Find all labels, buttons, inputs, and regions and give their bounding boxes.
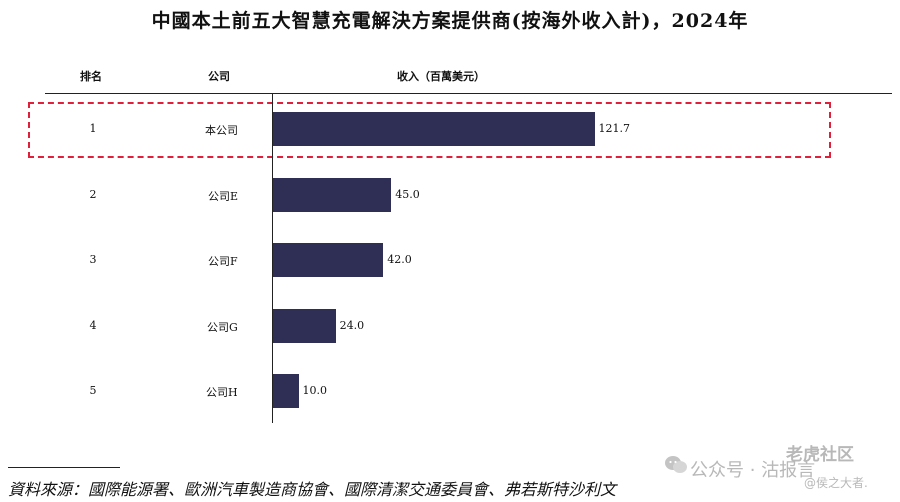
bar	[272, 243, 384, 277]
data-label: 121.7	[598, 122, 631, 135]
data-label: 24.0	[339, 319, 365, 332]
data-label: 10.0	[302, 384, 328, 397]
rank-label: 4	[89, 319, 97, 332]
highlight-box	[28, 102, 831, 158]
header-rank: 排名	[80, 70, 102, 83]
category-label: 公司G	[207, 321, 238, 334]
bar	[272, 112, 595, 146]
category-label: 公司H	[206, 386, 238, 399]
rank-label: 2	[89, 188, 97, 201]
rank-label: 5	[89, 384, 97, 397]
category-label: 公司F	[208, 255, 238, 268]
category-label: 本公司	[205, 124, 238, 137]
bar	[272, 309, 336, 343]
watermark-account: 公众号 · 沽报言	[690, 460, 816, 481]
category-label: 公司E	[208, 190, 239, 203]
header-divider	[45, 93, 892, 94]
header-revenue: 收入（百萬美元）	[397, 70, 485, 83]
data-label: 45.0	[395, 188, 420, 201]
data-label: 42.0	[387, 253, 412, 266]
bar	[272, 178, 392, 212]
y-axis-line	[272, 93, 273, 423]
watermark: 老虎社区 公众号 · 沽报言 @侯之大者.	[664, 440, 894, 496]
source-note: 資料來源：國際能源署、歐洲汽車製造商協會、國際清潔交通委員會、弗若斯特沙利文	[8, 480, 617, 499]
rank-label: 1	[89, 122, 97, 135]
source-divider	[8, 467, 120, 468]
bar	[272, 374, 299, 408]
header-company: 公司	[208, 70, 230, 83]
watermark-community: 老虎社区	[786, 445, 854, 465]
wechat-icon	[665, 456, 687, 473]
rank-label: 3	[89, 253, 97, 266]
watermark-author: @侯之大者.	[804, 476, 868, 490]
chart-title: 中國本土前五大智慧充電解決方案提供商(按海外收入計)，2024年	[151, 10, 749, 32]
